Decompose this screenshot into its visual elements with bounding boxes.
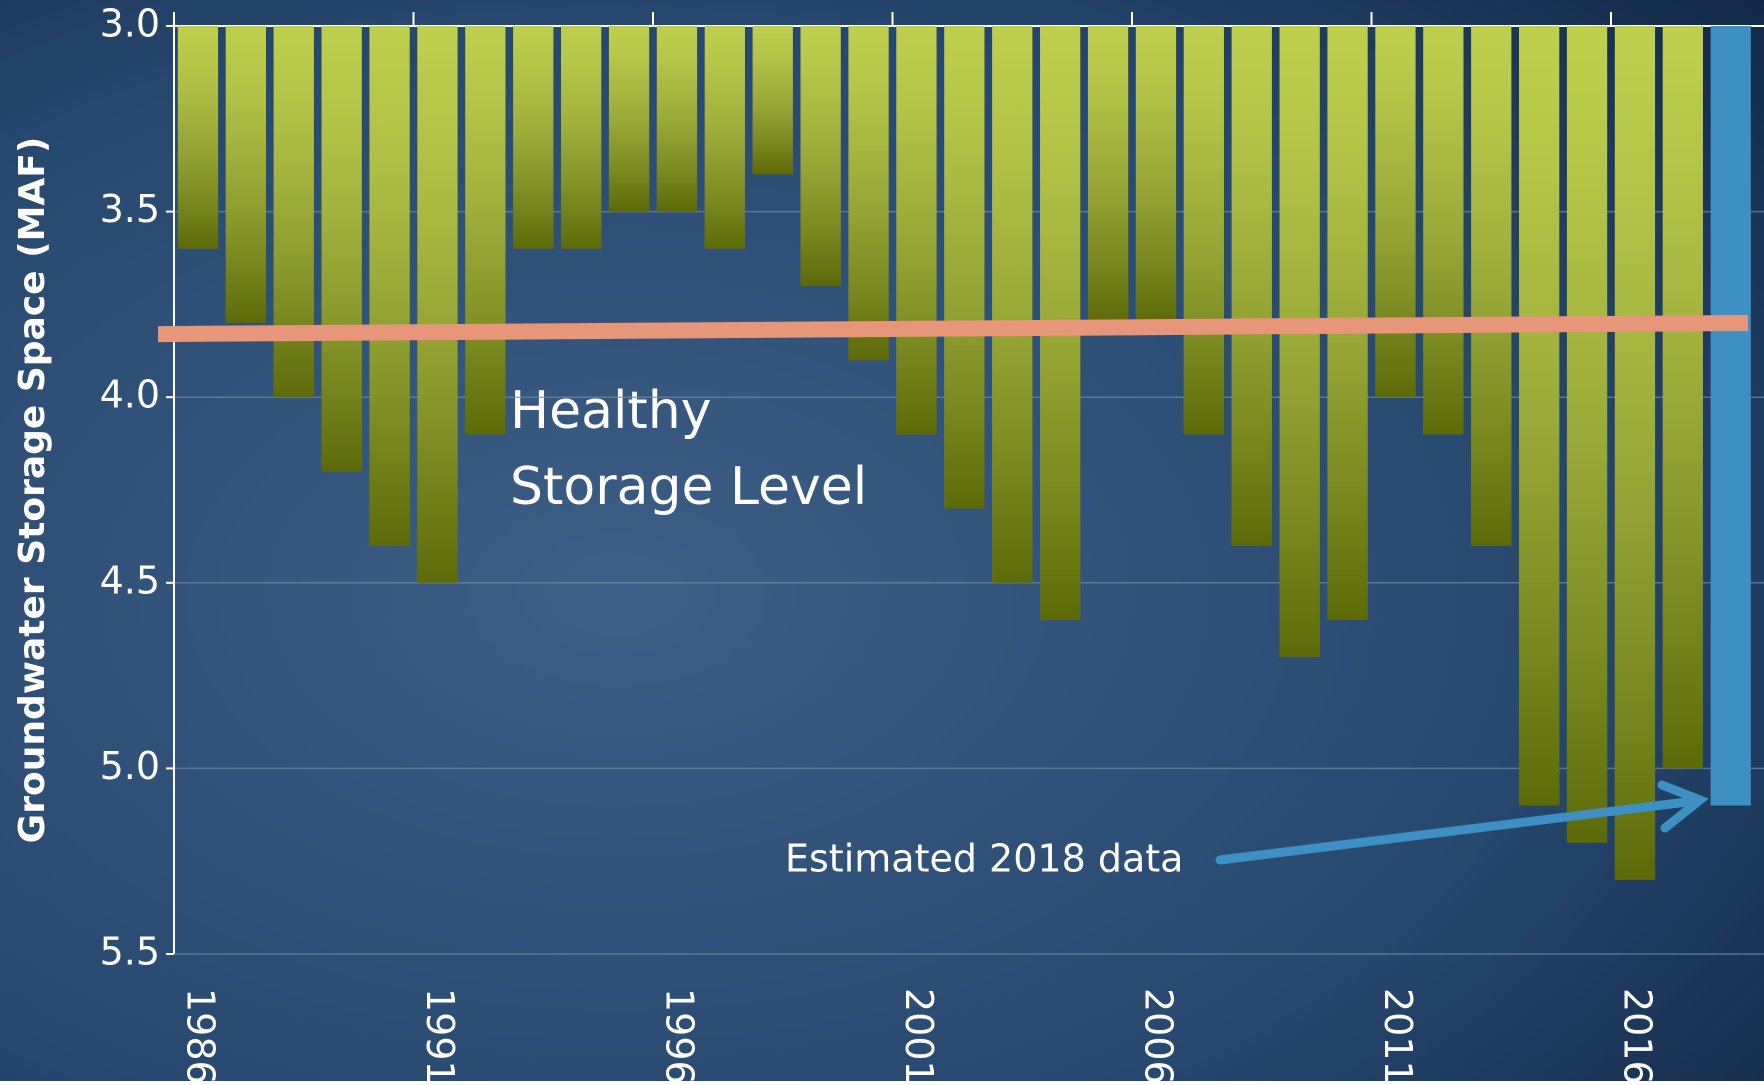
x-tick-label: 1996 [657, 988, 701, 1081]
bar-shade [752, 26, 793, 175]
x-tick-label: 1986 [178, 988, 222, 1081]
y-tick-label: 3.5 [100, 187, 160, 231]
bar-shade [1423, 26, 1464, 435]
annotation-arrow [1215, 780, 1709, 865]
bar-shade [513, 26, 554, 249]
bar-shade [225, 26, 266, 323]
bar-shade [1135, 26, 1177, 323]
bar-shade [848, 26, 889, 361]
y-tick-label: 5.5 [100, 930, 160, 974]
y-tick-label: 4.0 [100, 373, 160, 417]
x-tick-label: 2016 [1615, 988, 1659, 1081]
bar-shade [1183, 26, 1224, 435]
bar-shade [1614, 26, 1656, 880]
bar-shade [1471, 26, 1512, 546]
y-axis-label: Groundwater Storage Space (MAF) [12, 137, 53, 844]
bar-shade [465, 26, 506, 435]
y-tick-label: 4.5 [100, 558, 160, 602]
y-tick-label: 5.0 [100, 744, 160, 788]
y-tick-label: 3.0 [100, 2, 160, 46]
x-tick-label: 1991 [418, 988, 462, 1081]
bar [1710, 26, 1751, 806]
bar-shade [417, 26, 458, 583]
bar-shade [656, 26, 698, 212]
bar-shade [1231, 26, 1272, 546]
bar-shade [944, 26, 985, 509]
annotation: Healthy [510, 381, 712, 441]
bar-shade [177, 26, 219, 249]
bar-shade [273, 26, 314, 398]
x-tick-label: 2001 [897, 988, 941, 1081]
bar-shade [1566, 26, 1608, 843]
bar-shade [992, 26, 1033, 583]
bar-shade [1087, 26, 1129, 323]
bar-shade [800, 26, 841, 286]
bar-shade [608, 26, 650, 212]
bar-shade [369, 26, 410, 546]
bar-shade [1279, 26, 1320, 658]
annotation: Estimated 2018 data [785, 837, 1183, 881]
bar-shade [1662, 26, 1703, 769]
bar-shade [704, 26, 745, 249]
bar-shade [321, 26, 362, 472]
x-tick-label: 2006 [1136, 988, 1180, 1081]
bar-shade [1519, 26, 1560, 806]
reference-line [157, 314, 1749, 343]
bar-shade [561, 26, 602, 249]
bar-shade [1375, 26, 1416, 398]
bar-shade [896, 26, 937, 435]
annotation: Storage Level [510, 457, 867, 517]
x-tick-label: 2011 [1376, 988, 1420, 1081]
